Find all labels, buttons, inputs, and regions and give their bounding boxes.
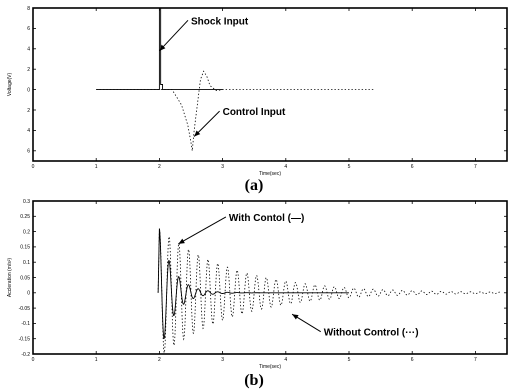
x-tick-label: 7: [474, 164, 477, 170]
series-a: [96, 7, 375, 151]
x-tick-label: 1: [95, 357, 98, 363]
y-tick-label: 0: [27, 87, 30, 93]
annotation-arrowhead: [292, 314, 299, 320]
y-tick-label: 0.05: [20, 275, 30, 281]
x-tick-label: 7: [474, 357, 477, 363]
y-tick-label: 0.1: [23, 260, 30, 266]
x-tick-label: 0: [32, 164, 35, 170]
y-tick-label: -0.1: [21, 321, 30, 327]
y-tick-label: 0: [27, 291, 30, 297]
series-b: [157, 228, 501, 355]
series-line-control: [96, 70, 375, 151]
series-line-shock: [96, 7, 223, 91]
annotation-arrowhead: [178, 238, 185, 244]
annotation-text: Shock Input: [191, 16, 249, 27]
y-tick-label: 4: [27, 47, 30, 53]
y-tick-label: 0.3: [23, 199, 30, 205]
x-axis-label-a: Time(sec): [259, 171, 281, 177]
y-tick-label: 2: [27, 67, 30, 73]
x-axis-label-b: Time(sec): [259, 364, 281, 370]
annotation-arrow: [178, 216, 227, 245]
y-tick-label: -0.15: [19, 337, 31, 343]
x-tick-label: 3: [221, 164, 224, 170]
y-tick-label: 0.2: [23, 229, 30, 235]
panel-a: 0 1 2 3 4 5 6 7 8 6 4 2 0 2 4 6 Time(sec) Voltage(V) Sh…: [7, 6, 508, 194]
y-tick-label: -0.05: [19, 306, 31, 312]
x-tick-label: 0: [32, 357, 35, 363]
panel-b: 0 1 2 3 4 5 6 7 0.3 0.25 0.2 0.15 0.1 0.05 0 -0.05 -0.1 -…: [7, 199, 508, 389]
y-tick-label: 0.25: [20, 214, 30, 220]
y-axis-label-b: Accleration (m/s²): [7, 258, 13, 298]
x-tick-label: 6: [411, 164, 414, 170]
annotation-text: With Contol (—): [229, 213, 304, 224]
annotations-a: Shock Input Control Input: [159, 16, 286, 137]
panel-caption-b: (b): [244, 372, 264, 389]
y-tick-label: 4: [27, 128, 30, 134]
y-tick-label: 6: [27, 26, 30, 32]
plot-frame-b: [32, 200, 508, 355]
x-tick-label: 4: [284, 357, 287, 363]
y-tick-label: 2: [27, 108, 30, 114]
x-tick-label: 3: [221, 357, 224, 363]
y-tick-label: 0.15: [20, 245, 30, 251]
x-tick-label: 5: [348, 164, 351, 170]
x-tick-label: 2: [158, 357, 161, 363]
annotation-arrowhead: [159, 44, 166, 51]
ticks-a: 0 1 2 3 4 5 6 7 8 6 4 2 0 2 4 6: [27, 6, 507, 170]
annotation-text: Control Input: [223, 107, 286, 118]
x-tick-label: 4: [284, 164, 287, 170]
series-line-with-control: [157, 228, 349, 340]
annotations-b: With Contol (—) Without Control (···): [178, 213, 419, 339]
plot-frame-a: [32, 7, 508, 162]
x-tick-label: 1: [95, 164, 98, 170]
annotation-arrow: [159, 19, 189, 52]
y-axis-label-a: Voltage(V): [7, 72, 13, 96]
y-tick-label: 8: [27, 6, 30, 12]
annotation-arrowhead: [194, 130, 201, 137]
y-tick-label: -0.2: [21, 352, 30, 358]
x-tick-label: 5: [348, 357, 351, 363]
series-line-without-control: [157, 228, 501, 355]
x-tick-label: 2: [158, 164, 161, 170]
x-tick-label: 6: [411, 357, 414, 363]
y-tick-label: 6: [27, 149, 30, 155]
panel-caption-a: (a): [245, 177, 264, 194]
annotation-text: Without Control (···): [324, 328, 419, 339]
ticks-b: 0 1 2 3 4 5 6 7 0.3 0.25 0.2 0.15 0.1 0.05 0 -0.05 -0.1 -…: [19, 199, 507, 363]
